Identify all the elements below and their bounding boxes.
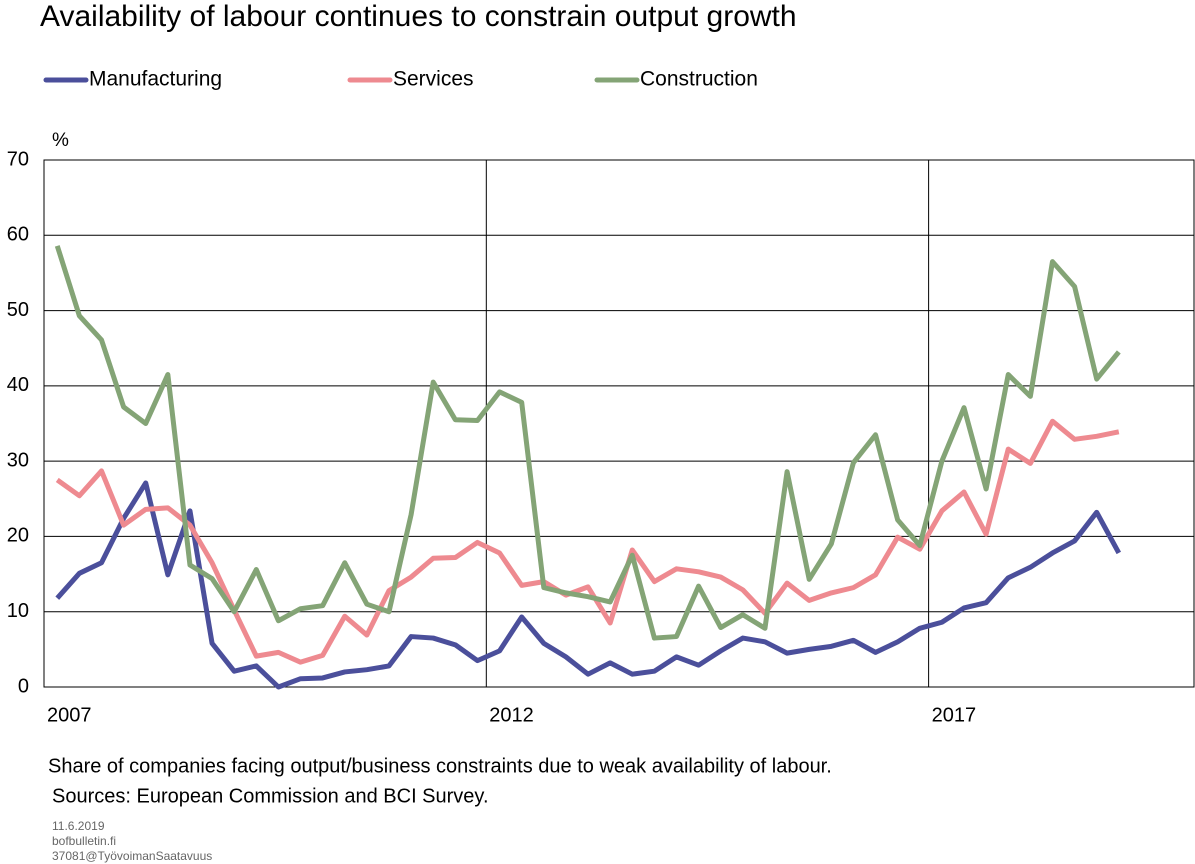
series-line (54, 245, 1121, 641)
y-tick-label: 40 (7, 374, 29, 396)
legend-label: Services (393, 68, 474, 91)
footer: 11.6.2019 (52, 819, 105, 833)
y-tick-label: 60 (7, 224, 29, 246)
y-tick-label: 70 (7, 148, 29, 170)
series-line (55, 418, 1120, 665)
y-tick-label: 50 (7, 299, 29, 321)
footer: 37081@TyövoimanSaatavuus (52, 849, 212, 863)
x-tick-label: 2017 (932, 704, 977, 726)
legend-label: Construction (640, 68, 758, 91)
legend-label: Manufacturing (89, 68, 222, 91)
y-tick-label: 10 (7, 600, 29, 622)
y-tick-label: 20 (7, 525, 29, 547)
y-unit: % (52, 130, 69, 151)
x-tick-label: 2012 (489, 704, 534, 726)
plot-border (43, 159, 1195, 688)
source: Sources: European Commission and BCI Sur… (52, 785, 489, 807)
note: Share of companies facing output/busines… (48, 755, 832, 777)
series-line (55, 480, 1122, 690)
chart-title: Availability of labour continues to cons… (40, 0, 797, 33)
footer: bofbulletin.fi (52, 834, 116, 848)
x-tick-label: 2007 (47, 704, 92, 726)
y-tick-label: 0 (18, 675, 29, 697)
y-tick-label: 30 (7, 449, 29, 471)
